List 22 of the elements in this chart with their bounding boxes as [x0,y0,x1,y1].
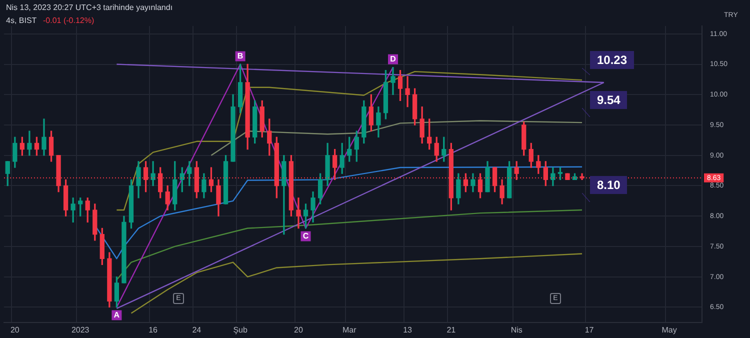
x-tick-label: 17 [584,325,594,334]
annotation: C [302,231,309,240]
text: Nis 13, 2023 20:27 UTC+3 tarihinde yayınlandı [6,3,173,12]
x-tick-label: 20 [294,325,304,334]
annotation: 8.10 [590,176,628,194]
x-tick-label: 2023 [71,325,90,334]
annotation: 10.23 [590,51,634,69]
x-tick-label: 24 [192,325,202,334]
x-tick-label: 20 [10,325,20,334]
annotation: B [237,51,244,60]
x-tick-label: 13 [403,325,413,334]
chart-subtitle: -0.01 (-0.12%) [43,16,94,25]
x-tick-label: May [662,325,677,334]
x-tick-label: Şub [233,325,248,334]
x-tick-label: Mar [342,325,357,334]
annotation: D [390,54,396,64]
x-tick-label: 16 [148,325,158,334]
chart-title: 4s, BIST [6,16,37,25]
annotation: A [114,310,120,320]
annotation: 9.54 [590,91,628,109]
x-tick-label: Nis [510,325,522,334]
x-tick-label: 21 [446,325,456,334]
